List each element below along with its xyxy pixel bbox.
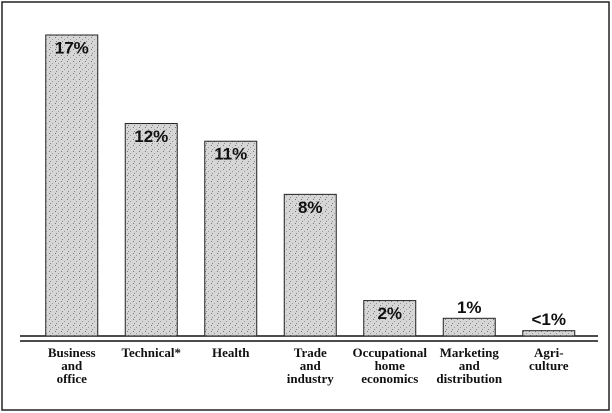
bar — [522, 330, 576, 337]
value-label: <1% — [532, 310, 567, 329]
value-label: 11% — [214, 145, 247, 164]
x-tick-label: Business and office — [47, 345, 96, 386]
bar — [124, 123, 178, 337]
value-label: 12% — [134, 127, 168, 146]
bar — [204, 140, 258, 337]
x-tick-label: Health — [211, 345, 250, 360]
value-label: 2% — [377, 304, 402, 323]
x-tick-label: Trade and industry — [286, 345, 334, 386]
bar — [45, 34, 99, 337]
bar — [442, 317, 496, 337]
x-tick-label: Technical* — [121, 345, 181, 360]
x-tick-label: Agri- culture — [529, 345, 569, 373]
x-tick-label: Marketing and distribution — [436, 345, 503, 386]
value-label: 8% — [298, 198, 323, 217]
value-label: 1% — [457, 298, 482, 317]
x-tick-label: Occupational home economics — [352, 345, 427, 386]
bar — [363, 300, 417, 337]
value-label: 17% — [55, 38, 89, 57]
bar — [283, 193, 337, 337]
